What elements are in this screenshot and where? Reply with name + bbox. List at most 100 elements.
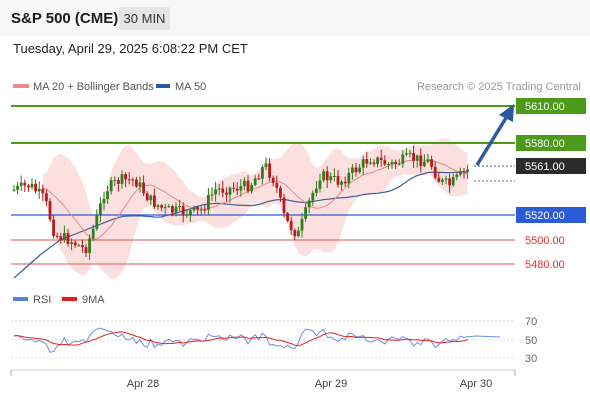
candle-body [106,191,109,200]
candle-body [178,206,181,208]
candle-body [426,159,430,162]
candle-body [297,230,300,237]
candle-body [340,181,343,185]
candle-body [199,209,203,211]
candle-body [160,205,163,208]
candle-body [127,179,131,181]
candle-body [27,185,30,188]
credit-text: Research © 2025 Trading Central [417,81,581,93]
x-tick-apr29: Apr 29 [315,378,347,390]
candle-body [138,182,142,187]
candle-body [113,180,117,182]
header-bar: S&P 500 (CME) 30 MIN [0,0,590,36]
candle-body [376,157,379,165]
candle-body [19,182,23,186]
candle-body [66,233,70,244]
candle-body [433,166,437,178]
chart-datetime: Tuesday, April 29, 2025 6:08:22 PM CET [13,41,248,56]
rsi-ma-legend-swatch [62,297,77,301]
rsi-tick-30: 30 [525,353,537,365]
candle-body [109,180,113,192]
candle-body [153,195,156,207]
candle-body [84,247,88,253]
candle-body [167,206,171,208]
candle-body [444,178,448,180]
ma20-legend-label: MA 20 + Bollinger Bands [33,81,154,93]
candle-body [419,155,423,167]
candle-body [34,183,37,192]
candle-body [387,163,390,165]
candle-body [145,193,149,201]
candle-body [264,163,268,168]
candle-body [91,228,95,239]
rsi-ma-line [13,331,468,347]
candle-body [225,192,228,195]
candle-body [325,171,329,181]
timeframe-button[interactable]: 30 MIN [119,7,170,30]
candle-body [415,155,419,161]
candle-body [142,182,145,194]
candle-body [12,189,16,191]
candle-body [243,180,246,187]
level-tag-5610 [516,98,586,114]
candle-body [379,157,383,161]
candle-body [282,197,286,214]
candle-body [351,167,354,173]
candle-body [59,236,63,241]
candle-body [73,242,77,246]
candle-body [401,154,405,164]
candle-body [318,180,322,189]
level-label-5500: 5500.00 [525,235,565,247]
candle-body [311,192,315,201]
candle-body [95,215,99,229]
candle-body [149,195,153,201]
candle-body [275,182,279,188]
candle-body [307,200,311,208]
candle-body [365,159,369,164]
candle-body [430,159,433,167]
rsi-tick-50: 50 [525,335,537,347]
candle-body [394,162,397,164]
candle-body [189,210,192,215]
candle-body [304,207,307,219]
ma20-legend-swatch [13,84,29,88]
candle-body [181,206,185,215]
level-tag-5520 [516,207,586,223]
candle-body [336,175,340,185]
candle-body [135,179,138,187]
candle-body [52,219,55,236]
candle-body [207,195,210,210]
candle-body [343,181,347,184]
candle-body [117,180,120,184]
candle-body [408,153,412,155]
candle-body [250,184,253,192]
candle-body [192,206,196,211]
candle-body [466,169,469,172]
candle-body [99,203,102,216]
candle-body [448,178,451,186]
candle-body [41,188,45,194]
candle-body [203,209,207,211]
candle-body [333,175,336,177]
rsi-legend-swatch [13,297,28,301]
candle-body [459,171,462,175]
candle-body [48,201,52,220]
candle-body [369,162,372,164]
candle-body [131,179,135,181]
candle-body [286,213,289,221]
candle-body [390,162,394,164]
instrument-title: S&P 500 (CME) [11,10,119,27]
candle-body [300,218,304,231]
rsi-ma-legend-label: 9MA [82,294,105,306]
ma50-legend-label: MA 50 [175,81,206,93]
candle-body [120,174,124,184]
candle-body [437,177,441,182]
candle-body [102,199,106,204]
candle-body [261,167,264,179]
candle-body [232,187,235,189]
candle-body [81,245,84,248]
candle-body [185,214,189,216]
candle-body [156,205,160,207]
candle-body [271,177,275,183]
